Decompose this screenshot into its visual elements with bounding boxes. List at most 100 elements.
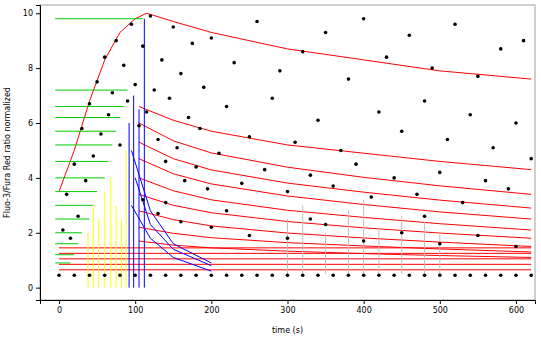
point: [438, 242, 442, 246]
point: [347, 77, 351, 81]
point: [400, 231, 404, 235]
series-line: [55, 90, 127, 91]
series-line: [59, 13, 531, 191]
point: [529, 274, 533, 278]
point: [126, 99, 130, 103]
point: [369, 195, 373, 199]
series-line: [116, 205, 117, 287]
x-tick: 200: [204, 300, 219, 315]
point: [160, 58, 164, 62]
point: [529, 157, 533, 161]
point: [468, 274, 472, 278]
y-tick-mark: [36, 288, 40, 289]
point: [187, 116, 191, 120]
point: [484, 179, 488, 183]
point: [141, 44, 145, 48]
series-line: [139, 211, 531, 247]
series-line: [87, 233, 88, 288]
point: [392, 176, 396, 180]
y-tick-label: 6: [28, 119, 33, 128]
series-line: [363, 200, 364, 274]
series-line: [55, 262, 70, 263]
point: [240, 274, 244, 278]
series-line: [139, 241, 531, 257]
series-line: [139, 142, 531, 208]
y-tick: 8: [28, 64, 40, 73]
point: [80, 127, 84, 131]
point: [278, 69, 282, 73]
series-line: [129, 123, 130, 288]
point: [385, 55, 389, 59]
series-line: [55, 18, 143, 19]
x-tick: 100: [128, 300, 143, 315]
y-tick: 6: [28, 119, 40, 128]
point: [69, 236, 73, 240]
point: [175, 146, 179, 150]
point: [114, 39, 118, 43]
point: [103, 55, 107, 59]
series-line: [55, 177, 105, 178]
y-axis: 0246810: [23, 6, 41, 301]
point: [476, 75, 480, 79]
point: [137, 124, 141, 128]
point: [183, 179, 187, 183]
point: [191, 42, 195, 46]
x-tick-mark: [59, 300, 60, 304]
point: [514, 274, 518, 278]
y-tick-mark: [36, 178, 40, 179]
point-group: [61, 14, 533, 248]
x-tick-label: 200: [204, 306, 219, 315]
y-tick-label: 0: [28, 284, 33, 293]
point: [286, 236, 290, 240]
point: [408, 274, 412, 278]
series-line: [287, 219, 288, 274]
point: [168, 97, 172, 101]
point: [84, 179, 88, 183]
point: [164, 201, 168, 205]
point: [286, 274, 290, 278]
y-axis-line: [36, 6, 41, 301]
series-line: [59, 258, 531, 259]
y-tick: 0: [28, 284, 40, 293]
series-line: [325, 233, 326, 274]
point: [198, 127, 202, 131]
point: [446, 138, 450, 142]
series-line: [55, 106, 124, 107]
point: [61, 228, 65, 232]
series-line: [424, 222, 425, 274]
point: [316, 118, 320, 122]
x-tick: 0: [57, 300, 62, 315]
point: [118, 143, 122, 147]
point: [461, 201, 465, 205]
point: [164, 274, 168, 278]
series-line: [126, 150, 127, 287]
series-line: [110, 178, 111, 288]
series-line: [59, 247, 531, 248]
x-axis-title: time (s): [272, 326, 303, 335]
point: [392, 274, 396, 278]
point: [171, 25, 175, 29]
x-tick-mark: [211, 300, 212, 304]
y-tick-label: 8: [28, 64, 33, 73]
x-tick-mark: [364, 300, 365, 304]
point: [453, 274, 457, 278]
point: [248, 234, 252, 238]
x-tick-label: 0: [57, 306, 62, 315]
point: [225, 274, 229, 278]
point: [76, 215, 80, 219]
series-line: [139, 178, 531, 230]
point: [152, 88, 156, 92]
point: [225, 209, 229, 213]
series-line: [59, 253, 531, 254]
point: [88, 274, 92, 278]
point: [179, 274, 183, 278]
point: [141, 198, 145, 202]
point: [301, 50, 305, 54]
point: [491, 146, 495, 150]
x-axis: 0100200300400500600: [41, 300, 536, 315]
point: [377, 274, 381, 278]
point: [103, 274, 107, 278]
y-tick-label: 4: [28, 174, 33, 183]
point: [210, 274, 214, 278]
point: [57, 274, 61, 278]
